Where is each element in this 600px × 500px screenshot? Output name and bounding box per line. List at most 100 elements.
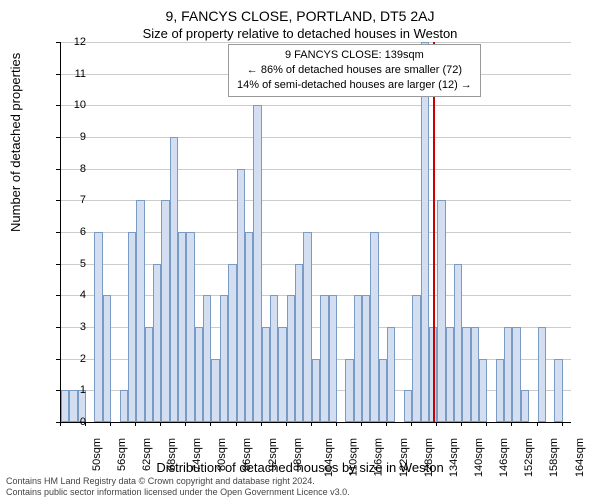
bar [203,295,211,422]
bar [345,359,353,422]
bar [454,264,462,422]
bar [270,295,278,422]
x-tick-mark [85,422,86,426]
x-tick-label: 62sqm [141,438,153,471]
bar [521,390,529,422]
x-tick-label: 146sqm [498,438,510,477]
bar [103,295,111,422]
bar [320,295,328,422]
bar [145,327,153,422]
bar [362,295,370,422]
x-tick-mark [411,422,412,426]
x-tick-label: 74sqm [191,438,203,471]
footer-attribution: Contains HM Land Registry data © Crown c… [6,476,350,498]
y-tick-label: 2 [80,353,86,365]
bar [278,327,286,422]
bar [496,359,504,422]
bar [479,359,487,422]
x-tick-mark [286,422,287,426]
y-tick-label: 7 [80,194,86,206]
plot-area [60,42,571,423]
bar [153,264,161,422]
bar [136,200,144,422]
bar [128,232,136,422]
y-tick-mark [56,200,60,201]
x-tick-label: 152sqm [524,438,536,477]
bar [312,359,320,422]
x-tick-label: 164sqm [574,438,586,477]
y-tick-label: 9 [80,131,86,143]
x-tick-mark [361,422,362,426]
bar [354,295,362,422]
bar [554,359,562,422]
gridline [61,137,571,138]
annotation-line3: 14% of semi-detached houses are larger (… [237,78,472,93]
footer-line1: Contains HM Land Registry data © Crown c… [6,476,350,487]
y-tick-mark [56,105,60,106]
bar [437,200,445,422]
bar [178,232,186,422]
gridline [61,169,571,170]
y-tick-label: 4 [80,289,86,301]
x-tick-mark [537,422,538,426]
bar [94,232,102,422]
y-tick-label: 8 [80,163,86,175]
y-tick-mark [56,232,60,233]
bar [538,327,546,422]
x-tick-label: 134sqm [448,438,460,477]
y-tick-label: 10 [74,99,86,111]
y-tick-mark [56,42,60,43]
y-axis-label: Number of detached properties [8,53,23,232]
x-tick-mark [436,422,437,426]
annotation-line1: 9 FANCYS CLOSE: 139sqm [237,48,472,63]
x-tick-mark [486,422,487,426]
bar [69,390,77,422]
x-tick-mark [236,422,237,426]
x-tick-mark [261,422,262,426]
bar [404,390,412,422]
bar [120,390,128,422]
bar [421,42,429,422]
x-tick-mark [386,422,387,426]
annotation-box: 9 FANCYS CLOSE: 139sqm ← 86% of detached… [228,44,481,97]
y-tick-mark [56,359,60,360]
bar [471,327,479,422]
bar [170,137,178,422]
bar [287,295,295,422]
bar [220,295,228,422]
x-tick-label: 116sqm [372,438,384,476]
bar [370,232,378,422]
x-tick-label: 92sqm [267,438,279,471]
annotation-line2: ← 86% of detached houses are smaller (72… [237,63,472,78]
bar [512,327,520,422]
y-tick-label: 3 [80,321,86,333]
chart-subtitle: Size of property relative to detached ho… [0,26,600,41]
x-tick-mark [461,422,462,426]
chart-container: 9, FANCYS CLOSE, PORTLAND, DT5 2AJ Size … [0,0,600,500]
y-tick-label: 6 [80,226,86,238]
y-tick-mark [56,390,60,391]
x-tick-label: 56sqm [116,438,128,471]
bar [245,232,253,422]
x-tick-mark [311,422,312,426]
x-tick-mark [110,422,111,426]
y-tick-mark [56,264,60,265]
x-tick-label: 98sqm [292,438,304,471]
bar [295,264,303,422]
bar [446,327,454,422]
x-tick-label: 110sqm [347,438,359,476]
y-tick-label: 12 [74,36,86,48]
bar [412,295,420,422]
bar [253,105,261,422]
x-tick-mark [135,422,136,426]
y-tick-mark [56,327,60,328]
x-tick-mark [60,422,61,426]
x-tick-mark [160,422,161,426]
bar [387,327,395,422]
bar [303,232,311,422]
x-tick-mark [185,422,186,426]
y-tick-label: 11 [75,68,86,80]
x-tick-label: 122sqm [398,438,410,477]
x-tick-label: 80sqm [216,438,228,471]
chart-title: 9, FANCYS CLOSE, PORTLAND, DT5 2AJ [0,0,600,24]
